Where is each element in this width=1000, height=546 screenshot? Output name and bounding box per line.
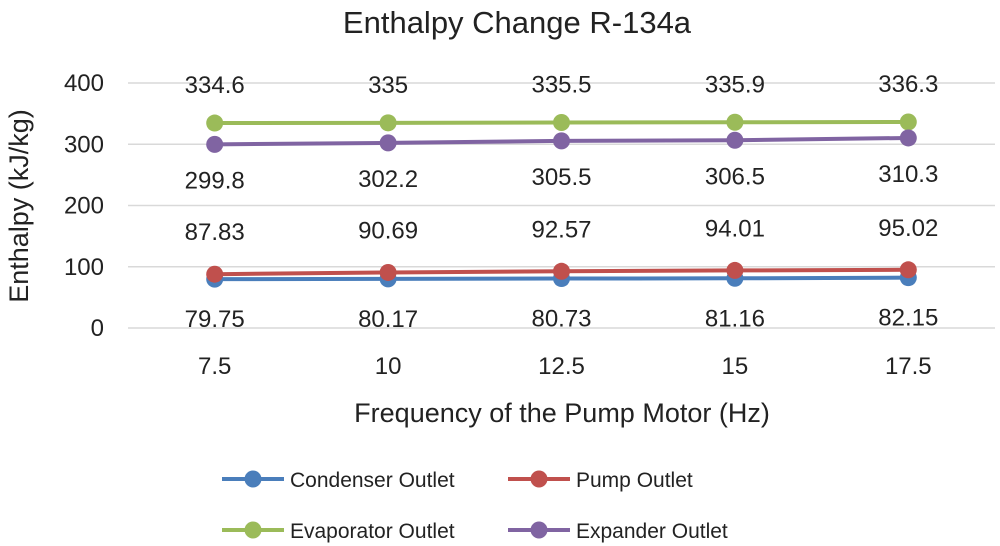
- data-point: [379, 263, 397, 281]
- x-tick-label: 12.5: [538, 353, 585, 380]
- data-label: 335.5: [531, 72, 591, 99]
- x-tick-label: 7.5: [198, 353, 231, 380]
- data-point: [379, 114, 397, 132]
- data-label: 80.73: [531, 306, 591, 333]
- data-label: 95.02: [878, 215, 938, 242]
- data-point: [206, 114, 224, 132]
- data-point: [206, 135, 224, 153]
- data-point: [206, 265, 224, 283]
- legend-item: Expander Outlet: [508, 520, 728, 543]
- data-label: 302.2: [358, 166, 418, 193]
- data-point: [726, 113, 744, 131]
- data-label: 80.17: [358, 306, 418, 333]
- data-label: 79.75: [185, 306, 245, 333]
- legend-label: Evaporator Outlet: [290, 520, 455, 543]
- legend-marker: [244, 521, 262, 539]
- data-label: 90.69: [358, 217, 418, 244]
- legend-item: Pump Outlet: [508, 469, 693, 492]
- x-tick-label: 17.5: [885, 353, 932, 380]
- data-point: [899, 261, 917, 279]
- x-axis-title: Frequency of the Pump Motor (Hz): [354, 398, 770, 428]
- data-label: 305.5: [531, 164, 591, 191]
- data-point: [553, 262, 570, 280]
- data-label: 87.83: [185, 219, 245, 246]
- data-label: 335: [368, 72, 408, 99]
- data-point: [379, 134, 397, 152]
- data-label: 299.8: [185, 167, 245, 194]
- data-point: [726, 261, 744, 279]
- y-tick-label: 400: [64, 70, 104, 97]
- data-label: 306.5: [705, 163, 765, 190]
- data-label: 92.57: [531, 216, 591, 243]
- data-label: 94.01: [705, 215, 765, 242]
- legend-label: Pump Outlet: [576, 469, 693, 492]
- legend-marker: [530, 521, 548, 539]
- data-point: [899, 113, 917, 131]
- chart-title: Enthalpy Change R-134a: [343, 5, 692, 40]
- data-label: 334.6: [185, 72, 245, 99]
- y-tick-label: 300: [64, 131, 104, 158]
- data-label: 82.15: [878, 305, 938, 332]
- legend-item: Condenser Outlet: [222, 469, 455, 492]
- legend-label: Condenser Outlet: [290, 469, 455, 492]
- y-axis-title: Enthalpy (kJ/kg): [4, 109, 34, 303]
- series-layer: [206, 113, 917, 288]
- x-axis-ticks: 7.5 10 12.5 15 17.5: [198, 353, 932, 380]
- legend-item: Evaporator Outlet: [222, 520, 455, 543]
- data-label: 336.3: [878, 71, 938, 98]
- y-tick-label: 200: [64, 193, 104, 220]
- legend-marker: [244, 470, 262, 488]
- data-labels: 79.75 80.17 80.73 81.16 82.15 87.83 90.69 92.57…: [185, 71, 939, 333]
- data-label: 310.3: [878, 161, 938, 188]
- data-point: [553, 114, 570, 132]
- data-point: [899, 129, 917, 147]
- x-tick-label: 15: [722, 353, 749, 380]
- legend-marker: [530, 470, 548, 488]
- y-tick-label: 100: [64, 254, 104, 281]
- legend-label: Expander Outlet: [576, 520, 728, 543]
- y-axis-ticks: 0 100 200 300 400: [64, 70, 104, 342]
- data-point: [726, 131, 744, 149]
- data-label: 81.16: [705, 305, 765, 332]
- data-label: 335.9: [705, 71, 765, 98]
- legend: Condenser Outlet Pump Outlet Evaporator Ou…: [222, 469, 728, 543]
- data-point: [553, 132, 570, 150]
- y-tick-label: 0: [91, 315, 104, 342]
- x-tick-label: 10: [375, 353, 402, 380]
